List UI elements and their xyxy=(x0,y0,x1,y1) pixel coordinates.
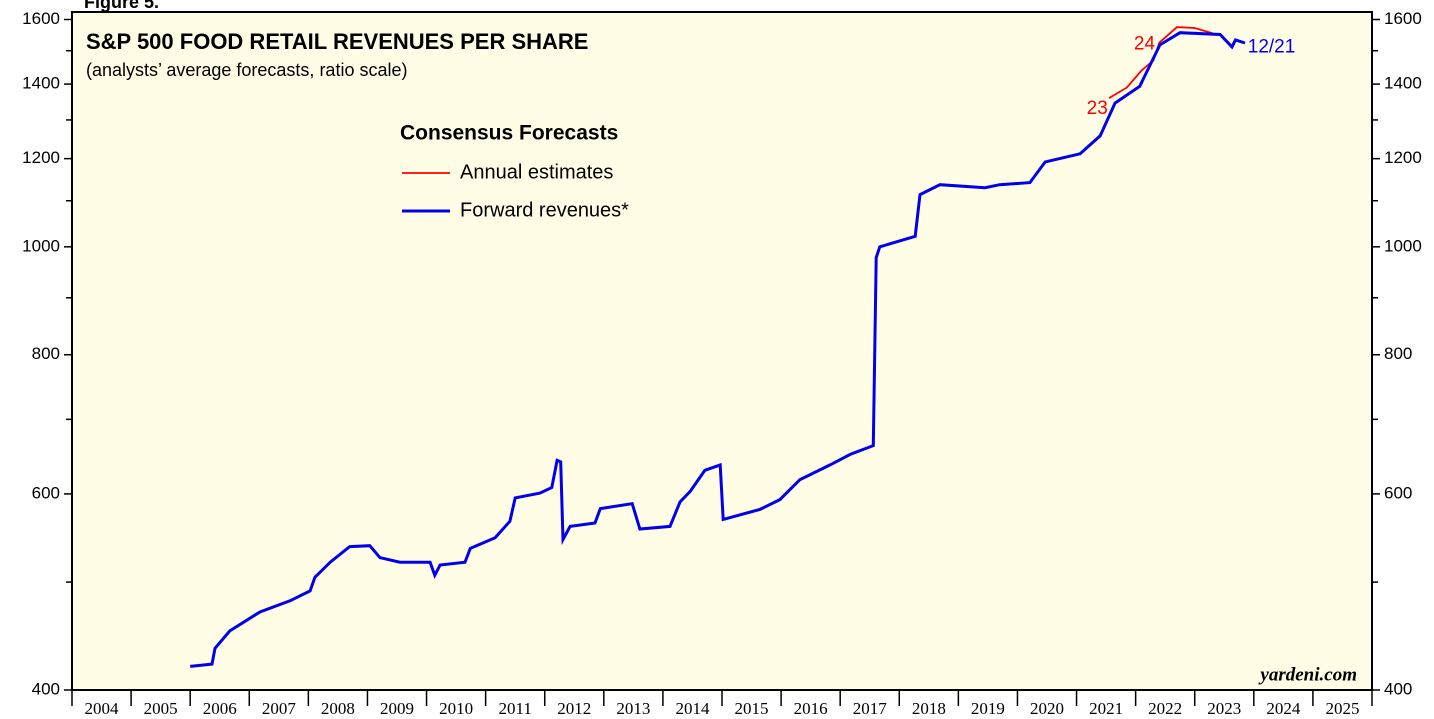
annotation: 23 xyxy=(1087,98,1108,119)
x-tick-label: 2022 xyxy=(1148,699,1182,718)
x-tick-label: 2005 xyxy=(144,699,178,718)
annotation: 12/21 xyxy=(1248,37,1296,58)
y2-tick-label: 800 xyxy=(1384,344,1412,363)
x-tick-label: 2025 xyxy=(1325,699,1359,718)
x-tick-label: 2016 xyxy=(794,699,828,718)
x-tick-label: 2019 xyxy=(971,699,1005,718)
y2-tick-label: 1400 xyxy=(1384,74,1422,93)
chart-title: S&P 500 FOOD RETAIL REVENUES PER SHARE xyxy=(86,29,588,54)
y-tick-label: 1600 xyxy=(22,9,60,28)
legend-label: Annual estimates xyxy=(460,161,613,183)
legend-title: Consensus Forecasts xyxy=(400,122,618,145)
x-tick-label: 2024 xyxy=(1266,699,1301,718)
y-tick-label: 1400 xyxy=(22,74,60,93)
source: yardeni.com xyxy=(1258,664,1357,685)
x-tick-label: 2012 xyxy=(557,699,591,718)
x-tick-label: 2018 xyxy=(912,699,946,718)
y-tick-label: 1200 xyxy=(22,148,60,167)
x-tick-label: 2009 xyxy=(380,699,414,718)
y2-tick-label: 1600 xyxy=(1384,9,1422,28)
x-tick-label: 2021 xyxy=(1089,699,1123,718)
x-tick-label: 2013 xyxy=(616,699,650,718)
x-tick-label: 2007 xyxy=(262,699,297,718)
y-tick-label: 800 xyxy=(32,344,60,363)
x-tick-label: 2008 xyxy=(321,699,355,718)
y2-tick-label: 1200 xyxy=(1384,148,1422,167)
line xyxy=(190,31,1246,668)
plot-area xyxy=(71,11,1373,691)
y-tick-label: 400 xyxy=(32,679,60,698)
y-tick-label: 600 xyxy=(32,483,60,502)
x-tick-label: 2014 xyxy=(675,699,710,718)
x-tick-label: 2015 xyxy=(735,699,769,718)
y2-tick-label: 600 xyxy=(1384,483,1412,502)
x-tick-label: 2023 xyxy=(1207,699,1241,718)
y-tick-label: 1000 xyxy=(22,236,60,255)
annotation: 24 xyxy=(1134,33,1156,54)
legend-label: Forward revenues* xyxy=(460,199,629,221)
y2-tick-label: 1000 xyxy=(1384,236,1422,255)
y2-tick-label: 400 xyxy=(1384,679,1412,698)
x-tick-label: 2006 xyxy=(203,699,237,718)
x-tick-label: 2004 xyxy=(85,699,120,718)
x-tick-label: 2020 xyxy=(1030,699,1064,718)
x-tick-label: 2017 xyxy=(853,699,888,718)
chart-subtitle: (analysts’ average forecasts, ratio scal… xyxy=(86,60,407,80)
figure-label: Figure 5. xyxy=(84,0,159,12)
x-tick-label: 2010 xyxy=(439,699,473,718)
x-tick-label: 2011 xyxy=(498,699,531,718)
